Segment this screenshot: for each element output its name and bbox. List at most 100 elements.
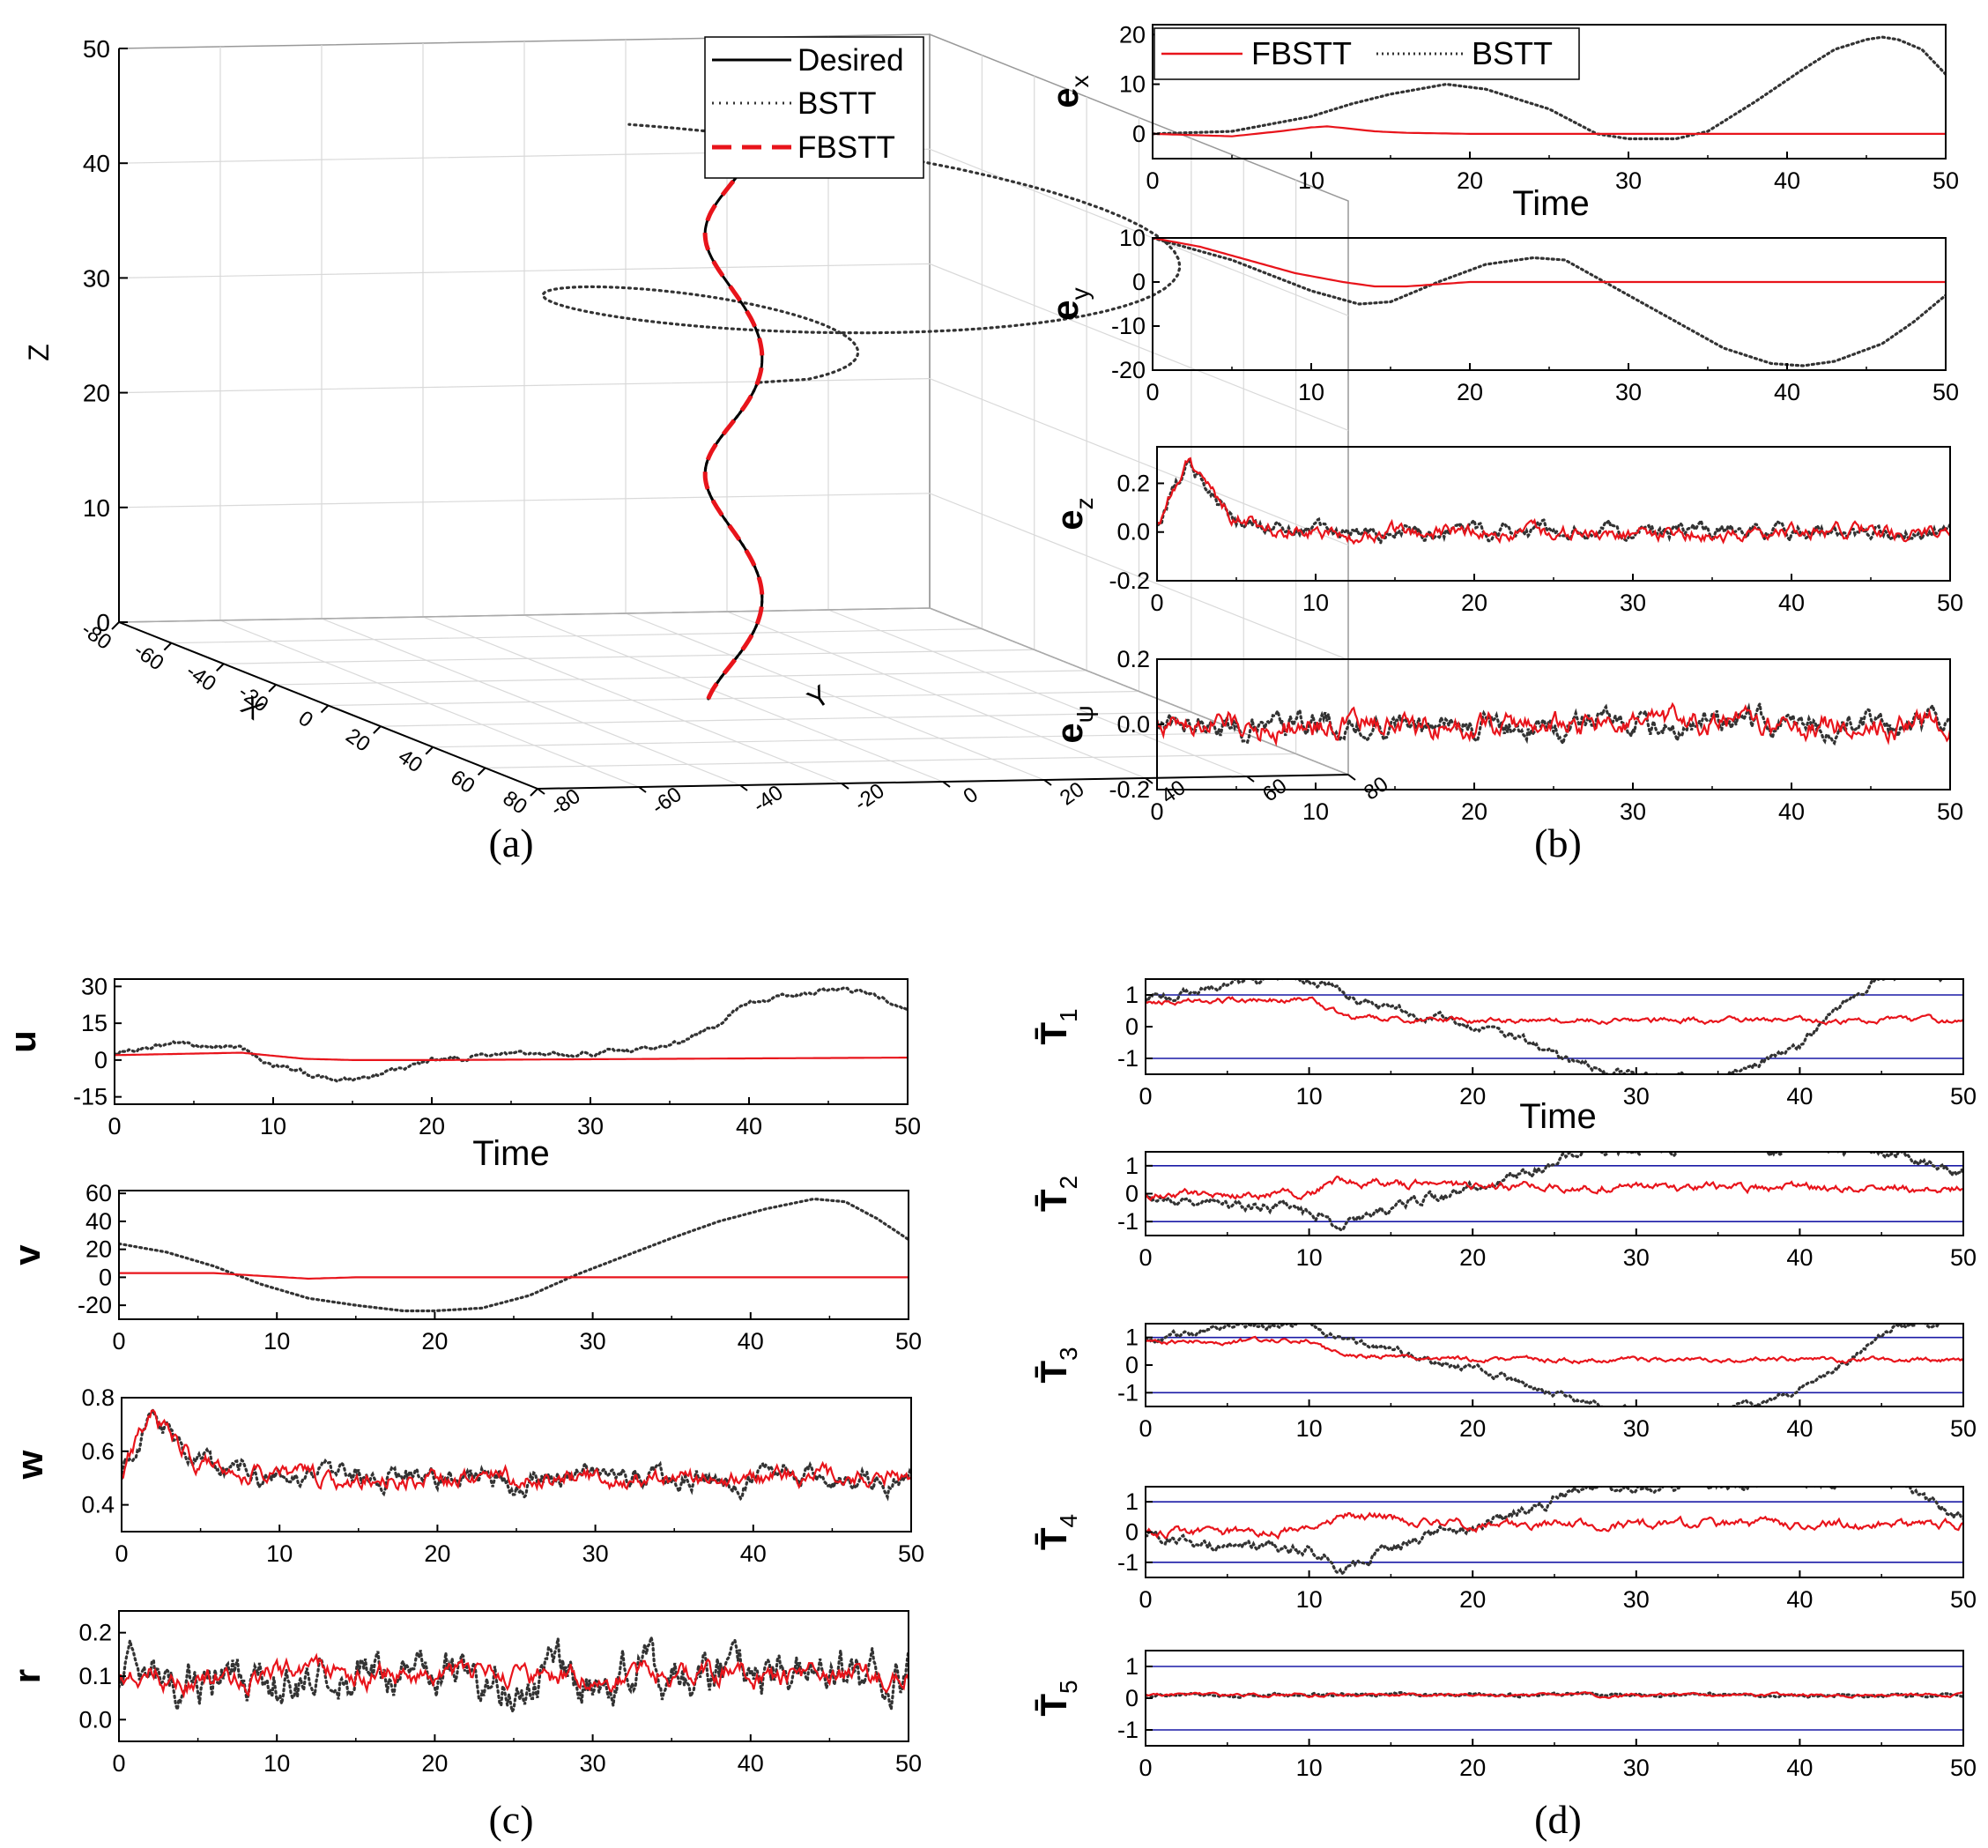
y-axis-label: ez xyxy=(1049,497,1098,530)
x-tick-label: 20 xyxy=(1459,1415,1486,1442)
x-tick-label: 20 xyxy=(1459,1755,1486,1781)
x-tick-label: 50 xyxy=(1950,1083,1977,1110)
series-line-bstt xyxy=(1157,457,1950,547)
series-line-bstt xyxy=(1153,35,1946,141)
series-line-bstt xyxy=(1146,1324,1962,1406)
y-tick-label: 0 xyxy=(1125,1685,1139,1711)
y-axis-label: ey xyxy=(1044,287,1094,320)
x-tick-label: -40 xyxy=(182,659,220,696)
z-tick-label: 40 xyxy=(83,150,110,177)
plot-frame xyxy=(1145,1486,1964,1578)
x-tick-mark xyxy=(163,642,173,651)
wall-grid-line xyxy=(118,493,1349,661)
z-tick-label: 20 xyxy=(83,380,110,407)
x-tick-label: 0 xyxy=(108,1113,121,1139)
subplot-1-2: 0 10 20 30 40 50 -0.2 0.0 0.2 ez xyxy=(1049,446,1963,616)
series-line-fbstt xyxy=(1153,125,1946,137)
y-axis-label-sub: z xyxy=(1071,497,1098,509)
y-axis-label: T̄1 xyxy=(1033,1008,1082,1044)
y-tick-label: 1 xyxy=(1125,982,1139,1008)
z-tick-label: 0 xyxy=(96,609,110,636)
x-tick-label: 30 xyxy=(582,1540,609,1567)
wall-grid-line xyxy=(118,263,1349,431)
x-axis-title-d: Time xyxy=(1519,1097,1596,1136)
plot-frame xyxy=(1145,978,1964,1075)
series-line-desired xyxy=(703,127,764,700)
x-tick-label: 50 xyxy=(1950,1415,1977,1442)
x-tick-label: 40 xyxy=(394,745,427,777)
y-tick-label: 1 xyxy=(1125,1653,1139,1680)
x-tick-label: 0 xyxy=(112,1750,125,1777)
y-tick-label: 0.2 xyxy=(1116,470,1150,496)
series-line-fbstt xyxy=(1146,996,1963,1026)
x-tick-mark xyxy=(530,788,538,797)
x-tick-label: 0 xyxy=(115,1540,128,1567)
y-tick-label: -20 xyxy=(850,779,889,816)
y-tick-label: 0.2 xyxy=(78,1620,112,1646)
y-axis-label-sub: 2 xyxy=(1055,1176,1082,1190)
x-tick-label: 50 xyxy=(1937,590,1963,616)
x-tick-mark xyxy=(373,725,382,734)
y-axis-label: T̄4 xyxy=(1033,1514,1082,1550)
x-tick-label: 50 xyxy=(895,1750,922,1777)
y-tick-mark xyxy=(1246,776,1255,783)
y-tick-label: 40 xyxy=(85,1208,112,1235)
x-tick-mark xyxy=(216,663,225,672)
x-tick-label: 40 xyxy=(736,1113,762,1139)
series-line-bstt xyxy=(119,1636,909,1716)
y-tick-label: 1 xyxy=(1125,1325,1139,1351)
series-line-fbstt xyxy=(119,1652,909,1699)
x-tick-label: 10 xyxy=(1298,167,1324,194)
plot-frame xyxy=(1156,446,1951,582)
x-tick-label: 10 xyxy=(1302,590,1329,616)
x-tick-label: 40 xyxy=(1786,1244,1813,1271)
x-tick-label: 0 xyxy=(1150,798,1163,825)
x-tick-label: 30 xyxy=(1620,590,1646,616)
legend-text-bstt: BSTT xyxy=(1472,35,1553,71)
panel-label-a: (a) xyxy=(488,820,533,865)
y-tick-label: -80 xyxy=(546,784,585,821)
x-tick-label: 10 xyxy=(1302,798,1329,825)
x-tick-label: 40 xyxy=(738,1328,764,1354)
y-tick-label: -20 xyxy=(1111,357,1146,383)
x-tick-label: 50 xyxy=(895,1328,922,1354)
subplot-1-3: 0 10 20 30 40 50 -0.2 0.0 0.2 eψ xyxy=(1049,646,1963,825)
y-tick-label: 0.0 xyxy=(78,1706,112,1733)
x-tick-label: 20 xyxy=(1461,590,1487,616)
series-line-bstt xyxy=(1146,979,1944,1074)
legend-b: FBSTT BSTT xyxy=(1153,27,1580,80)
x-tick-label: 20 xyxy=(341,724,374,756)
y-tick-label: 30 xyxy=(81,973,108,999)
y-tick-mark xyxy=(942,781,951,788)
z-tick-label: 30 xyxy=(83,264,110,292)
x-tick-label: 40 xyxy=(1786,1415,1813,1442)
legend-text-fbstt: FBSTT xyxy=(1251,35,1352,71)
y-tick-label: 0.2 xyxy=(1116,646,1150,672)
wall-grid-line xyxy=(118,148,1349,316)
x-tick-label: 30 xyxy=(580,1750,606,1777)
y-axis-label: T̄2 xyxy=(1033,1176,1082,1212)
x-tick-label: 40 xyxy=(740,1540,767,1567)
plot-frame xyxy=(118,1610,909,1742)
x-tick-label: 30 xyxy=(577,1113,604,1139)
x-tick-label: 20 xyxy=(1459,1244,1486,1271)
series-line-fbstt xyxy=(119,1272,909,1280)
plot-frame xyxy=(1156,658,1951,790)
y-tick-label: 0.1 xyxy=(78,1663,112,1689)
series-line-bstt xyxy=(1153,238,1946,367)
series-line-fbstt xyxy=(122,1409,911,1492)
floor-grid-line xyxy=(625,612,1045,781)
x-tick-label: 30 xyxy=(1623,1244,1650,1271)
x-tick-label: 20 xyxy=(421,1750,448,1777)
x-tick-label: 20 xyxy=(1457,379,1483,405)
y-tick-label: -1 xyxy=(1117,1045,1139,1072)
y-axis-label: T̄3 xyxy=(1033,1347,1082,1383)
x-tick-label: 40 xyxy=(1774,379,1800,405)
x-axis-title-b: Time xyxy=(1512,184,1589,223)
x-tick-label: 0 xyxy=(1139,1755,1152,1781)
y-tick-label: -1 xyxy=(1117,1208,1139,1235)
